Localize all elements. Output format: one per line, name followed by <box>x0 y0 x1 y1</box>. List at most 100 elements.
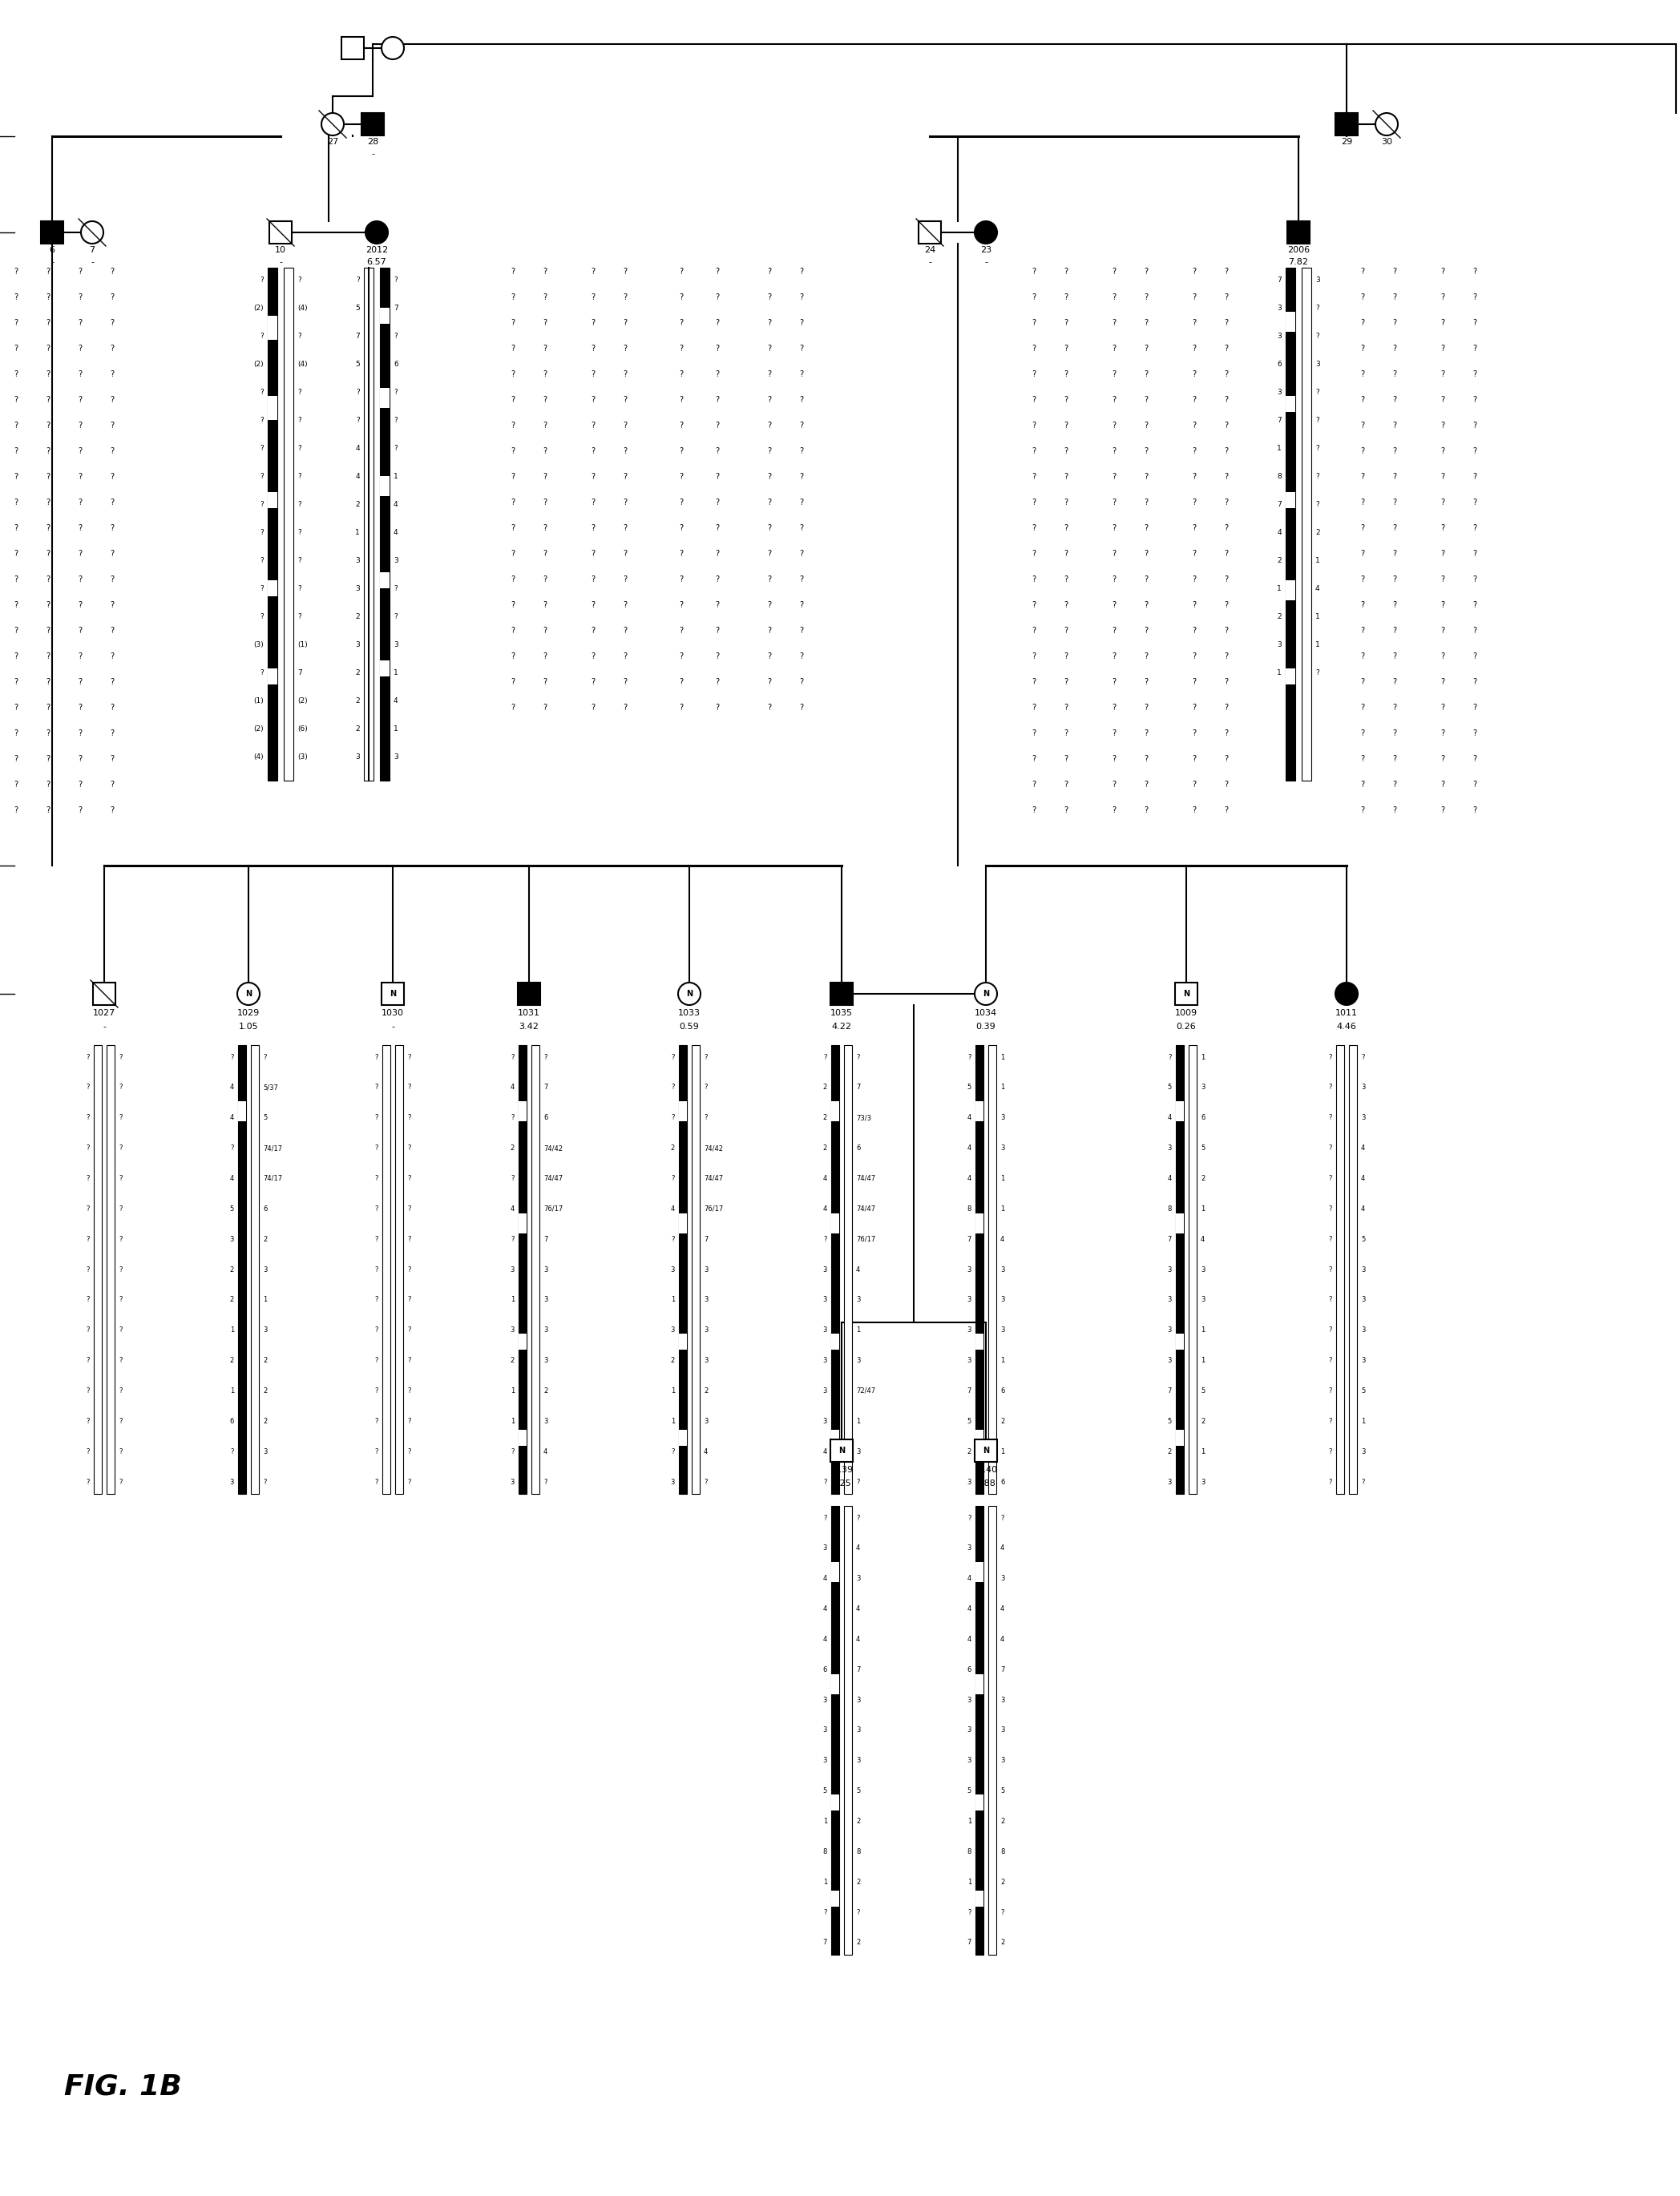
Text: ?: ? <box>45 448 50 455</box>
Bar <box>976 1430 983 1445</box>
Text: ?: ? <box>375 1175 378 1181</box>
Text: 8: 8 <box>1168 1206 1173 1212</box>
Text: ?: ? <box>1361 318 1364 327</box>
Text: 7: 7 <box>968 1388 971 1394</box>
Text: 1: 1 <box>670 1388 675 1394</box>
Text: 2: 2 <box>823 1144 827 1151</box>
Text: ?: ? <box>407 1265 412 1274</box>
Text: 3: 3 <box>968 1478 971 1484</box>
Text: (4): (4) <box>297 305 307 312</box>
Text: ?: ? <box>1361 602 1364 608</box>
Text: -: - <box>91 259 94 266</box>
Text: ?: ? <box>1144 318 1147 327</box>
Text: ?: ? <box>260 501 264 507</box>
Text: ?: ? <box>86 1113 89 1122</box>
Text: ?: ? <box>1032 294 1037 301</box>
Text: ?: ? <box>1063 652 1068 661</box>
Text: ?: ? <box>1393 525 1396 531</box>
Text: ?: ? <box>375 1236 378 1243</box>
Text: 3: 3 <box>354 641 360 648</box>
Text: ?: ? <box>823 1908 827 1915</box>
Text: ?: ? <box>111 294 114 301</box>
Text: ?: ? <box>111 422 114 430</box>
Text: ?: ? <box>1473 318 1477 327</box>
Text: ?: ? <box>1225 652 1228 661</box>
Bar <box>1285 492 1295 507</box>
Text: ?: ? <box>119 1085 123 1091</box>
Text: N: N <box>685 990 692 997</box>
Text: ?: ? <box>45 729 50 738</box>
Text: ?: ? <box>1063 318 1068 327</box>
Text: ?: ? <box>672 1175 675 1181</box>
Text: 3: 3 <box>823 1388 827 1394</box>
Text: ?: ? <box>543 318 548 327</box>
Text: N: N <box>983 1447 990 1454</box>
Text: ?: ? <box>45 679 50 685</box>
Text: ?: ? <box>1032 549 1037 558</box>
Text: 2: 2 <box>356 696 360 705</box>
Text: ?: ? <box>1329 1085 1332 1091</box>
Text: ?: ? <box>679 703 684 712</box>
Text: ?: ? <box>1361 679 1364 685</box>
Bar <box>380 573 390 589</box>
Text: ?: ? <box>768 395 771 404</box>
Text: 1: 1 <box>1277 670 1282 676</box>
Text: 3: 3 <box>857 1726 860 1735</box>
Text: ?: ? <box>1193 575 1196 584</box>
Text: 1034: 1034 <box>974 1008 998 1017</box>
Text: ?: ? <box>13 294 18 301</box>
Text: ?: ? <box>1473 395 1477 404</box>
Bar <box>519 1045 526 1493</box>
Text: 1: 1 <box>230 1388 234 1394</box>
Text: ?: ? <box>823 1478 827 1484</box>
Text: ?: ? <box>407 1175 412 1181</box>
Text: 8: 8 <box>857 1849 860 1856</box>
Text: ?: ? <box>800 448 803 455</box>
Text: ?: ? <box>800 575 803 584</box>
Text: ?: ? <box>77 318 82 327</box>
Text: 3: 3 <box>511 1265 514 1274</box>
Text: ?: ? <box>591 652 595 661</box>
Text: 3: 3 <box>857 1757 860 1763</box>
Text: ?: ? <box>1361 703 1364 712</box>
Text: 1: 1 <box>230 1326 234 1333</box>
Text: ?: ? <box>1225 472 1228 481</box>
Text: ?: ? <box>13 268 18 277</box>
Text: 4: 4 <box>393 501 398 507</box>
Text: ?: ? <box>591 679 595 685</box>
Text: ?: ? <box>1225 602 1228 608</box>
Text: 5: 5 <box>354 305 360 312</box>
Text: 3: 3 <box>543 1265 548 1274</box>
Text: ?: ? <box>1393 422 1396 430</box>
Text: 3: 3 <box>968 1544 971 1553</box>
Text: 4: 4 <box>857 1544 860 1553</box>
Text: ?: ? <box>1144 448 1147 455</box>
Text: ?: ? <box>623 294 627 301</box>
Text: ?: ? <box>260 670 264 676</box>
Text: ?: ? <box>393 444 398 452</box>
Text: 5: 5 <box>1361 1388 1366 1394</box>
Text: ?: ? <box>1315 472 1319 479</box>
Text: ?: ? <box>543 371 548 378</box>
Text: ?: ? <box>768 679 771 685</box>
Text: ?: ? <box>511 395 516 404</box>
Text: ?: ? <box>1063 729 1068 738</box>
Text: 3: 3 <box>1361 1085 1366 1091</box>
Text: 3: 3 <box>262 1447 267 1456</box>
Text: ?: ? <box>111 498 114 507</box>
Text: 3: 3 <box>1277 332 1282 340</box>
Text: ?: ? <box>13 371 18 378</box>
Text: 3: 3 <box>1201 1265 1205 1274</box>
Bar <box>267 268 277 780</box>
Text: 4: 4 <box>1201 1236 1205 1243</box>
Text: ?: ? <box>1473 575 1477 584</box>
Text: ?: ? <box>45 755 50 762</box>
Text: 7: 7 <box>543 1085 548 1091</box>
Text: 3: 3 <box>968 1265 971 1274</box>
Text: 1: 1 <box>1000 1175 1005 1181</box>
Text: ?: ? <box>77 448 82 455</box>
Text: 5/37: 5/37 <box>262 1085 277 1091</box>
Text: ?: ? <box>1329 1357 1332 1364</box>
Bar <box>679 1100 687 1122</box>
Text: ?: ? <box>679 345 684 354</box>
